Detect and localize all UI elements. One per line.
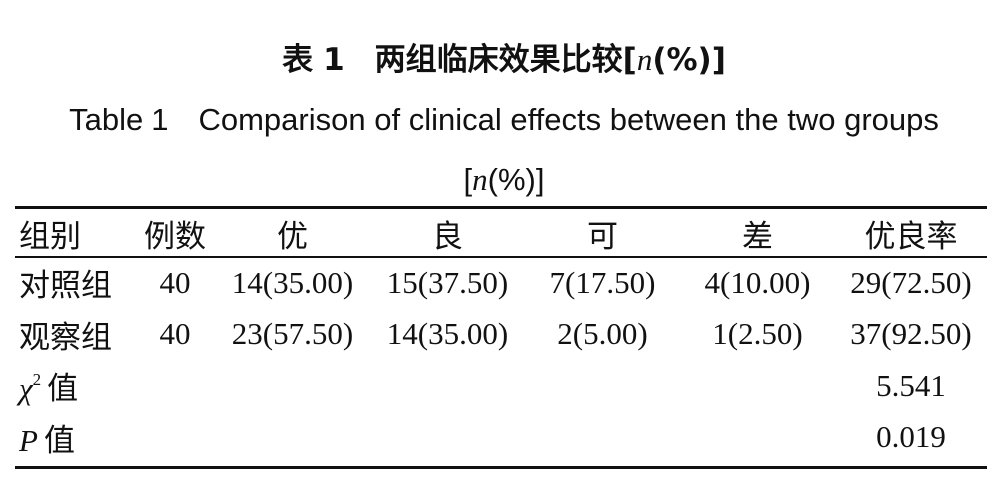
chi-square-label: χ2 值: [15, 360, 135, 412]
cell-group: 观察组: [19, 319, 112, 356]
header-excellent-good-rate: 优良率: [864, 218, 958, 255]
chi-square-row: χ2 值 5.541: [15, 360, 987, 412]
table-title-english-line2: [n(%)]: [0, 158, 1008, 202]
table-row: 对照组 40 14(35.00) 15(37.50) 7(17.50) 4(10…: [15, 257, 987, 309]
cell-fair: 2(5.00): [557, 316, 648, 352]
header-cases: 例数: [144, 218, 206, 255]
title-cn-n: n: [636, 42, 653, 77]
table-header-rule: [15, 256, 987, 258]
header-good: 良: [432, 218, 463, 255]
cell-cases: 40: [159, 264, 191, 300]
title-en-text: Comparison of clinical effects between t…: [198, 102, 939, 137]
clinical-effects-table: 组别 例数 优 良 可 差 优良率 对照组 40 14(35.00) 15(37…: [15, 209, 987, 463]
cell-cases: 40: [159, 316, 191, 352]
table-top-rule: [15, 206, 987, 209]
cell-poor: 4(10.00): [704, 264, 811, 300]
cell-good: 15(37.50): [386, 264, 509, 300]
chi-symbol: χ: [19, 371, 33, 407]
cell-group: 对照组: [19, 268, 112, 305]
cell-rate: 37(92.50): [850, 316, 972, 352]
chi-suffix: 值: [47, 371, 79, 408]
table-title-chinese: 表 1 两组临床效果比较[n(%)]: [0, 38, 1008, 82]
title-cn-suffix: (%)]: [652, 42, 726, 78]
table-title-english: Table 1 Comparison of clinical effects bet…: [0, 98, 1008, 142]
chi-superscript: 2: [32, 370, 42, 390]
title-cn-number: 1: [323, 42, 345, 78]
header-excellent: 优: [277, 218, 308, 255]
title-cn-prefix: 表: [282, 42, 314, 78]
table-row: 观察组 40 23(57.50) 14(35.00) 2(5.00) 1(2.5…: [15, 309, 987, 361]
chi-square-value: 5.541: [876, 367, 946, 403]
cell-excellent: 14(35.00): [231, 264, 354, 300]
title-en-prefix: Table: [69, 102, 144, 137]
cell-rate: 29(72.50): [850, 264, 972, 300]
p-suffix: 值: [43, 422, 75, 459]
title-cn-text: 两组临床效果比较[: [374, 42, 637, 78]
title-en-number: 1: [151, 102, 169, 137]
table-bottom-rule: [15, 466, 987, 469]
header-group: 组别: [19, 218, 81, 255]
title-en-close: (%)]: [487, 162, 545, 197]
header-fair: 可: [587, 218, 618, 255]
cell-excellent: 23(57.50): [231, 316, 354, 352]
cell-poor: 1(2.50): [712, 316, 803, 352]
p-symbol: P: [19, 422, 38, 458]
header-poor: 差: [742, 218, 773, 255]
cell-fair: 7(17.50): [549, 264, 656, 300]
title-en-open: [: [463, 162, 473, 197]
title-en-n: n: [472, 162, 488, 197]
table-header-row: 组别 例数 优 良 可 差 优良率: [15, 209, 987, 257]
p-value: 0.019: [876, 419, 946, 455]
cell-good: 14(35.00): [386, 316, 509, 352]
